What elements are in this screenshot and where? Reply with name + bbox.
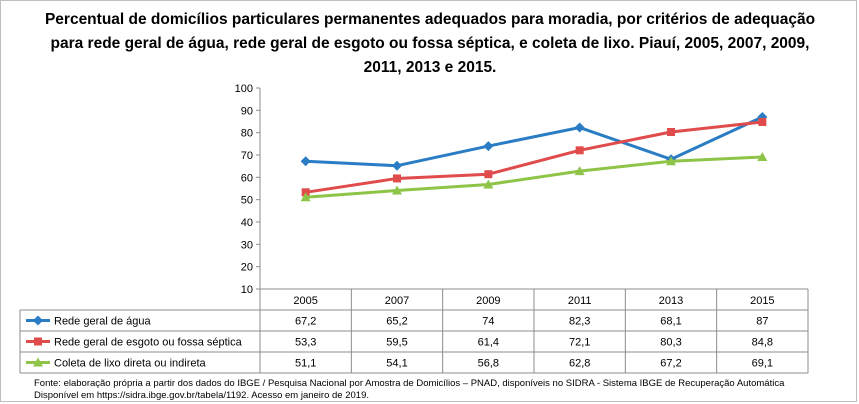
table-value: 53,3 — [295, 337, 316, 349]
category-label: 2009 — [476, 295, 500, 307]
category-label: 2013 — [659, 295, 683, 307]
table-value: 67,2 — [295, 316, 316, 328]
legend-marker — [33, 357, 43, 367]
data-point — [666, 156, 676, 166]
data-point — [575, 146, 584, 155]
data-point — [757, 152, 768, 162]
series-line — [305, 115, 763, 168]
y-tick-label: 100 — [235, 83, 253, 95]
table-value: 56,8 — [478, 358, 499, 370]
series-line — [305, 120, 763, 194]
table-value: 69,1 — [752, 358, 773, 370]
y-tick-label: 30 — [241, 239, 253, 251]
y-tick-label: 80 — [241, 128, 253, 140]
category-label: 2007 — [385, 295, 409, 307]
table-value: 74 — [482, 316, 494, 328]
y-tick-label: 40 — [241, 217, 253, 229]
table-value: 54,1 — [386, 358, 407, 370]
chart-title: Percentual de domicílios particulares pe… — [44, 11, 816, 76]
y-tick-label: 20 — [241, 262, 253, 274]
table-value: 59,5 — [386, 337, 407, 349]
legend-label: Rede geral de água — [54, 316, 152, 328]
legend-marker — [34, 337, 42, 346]
source-line-2: Disponível em https://sidra.ibge.gov.br/… — [34, 390, 369, 401]
category-label: 2011 — [568, 295, 592, 307]
table-value: 65,2 — [386, 316, 407, 328]
data-point — [574, 166, 585, 176]
category-label: 2015 — [750, 295, 774, 307]
data-point — [574, 122, 585, 133]
legend-label: Rede geral de esgoto ou fossa séptica — [54, 337, 243, 349]
y-tick-label: 60 — [241, 172, 253, 184]
table-value: 68,1 — [660, 316, 681, 328]
table-value: 84,8 — [752, 337, 773, 349]
table-value: 72,1 — [569, 337, 590, 349]
data-point — [392, 160, 402, 171]
table-value: 51,1 — [295, 358, 316, 370]
table-value: 62,8 — [569, 358, 590, 370]
table-value: 67,2 — [660, 358, 681, 370]
table-value: 61,4 — [478, 337, 499, 349]
data-point — [667, 127, 675, 136]
data-point — [483, 141, 494, 152]
table-value: 82,3 — [569, 316, 590, 328]
data-point — [300, 156, 311, 167]
data-point — [483, 179, 494, 189]
data-point — [300, 192, 311, 202]
y-tick-label: 90 — [241, 105, 253, 117]
category-label: 2005 — [293, 295, 317, 307]
data-point — [392, 185, 402, 195]
legend-label: Coleta de lixo direta ou indireta — [54, 358, 207, 370]
source-note: Fonte: elaboração própria a partir dos d… — [34, 378, 844, 402]
table-value: 80,3 — [660, 337, 681, 349]
data-point — [393, 174, 401, 183]
series-line — [305, 155, 763, 199]
data-point — [484, 170, 493, 179]
source-line-1: Fonte: elaboração própria a partir dos d… — [34, 378, 785, 389]
y-tick-label: 50 — [241, 195, 253, 207]
data-point — [758, 117, 767, 126]
y-tick-label: 70 — [241, 150, 253, 162]
y-tick-label: 10 — [241, 284, 253, 296]
table-value: 87 — [756, 316, 768, 328]
legend-marker — [33, 315, 43, 326]
